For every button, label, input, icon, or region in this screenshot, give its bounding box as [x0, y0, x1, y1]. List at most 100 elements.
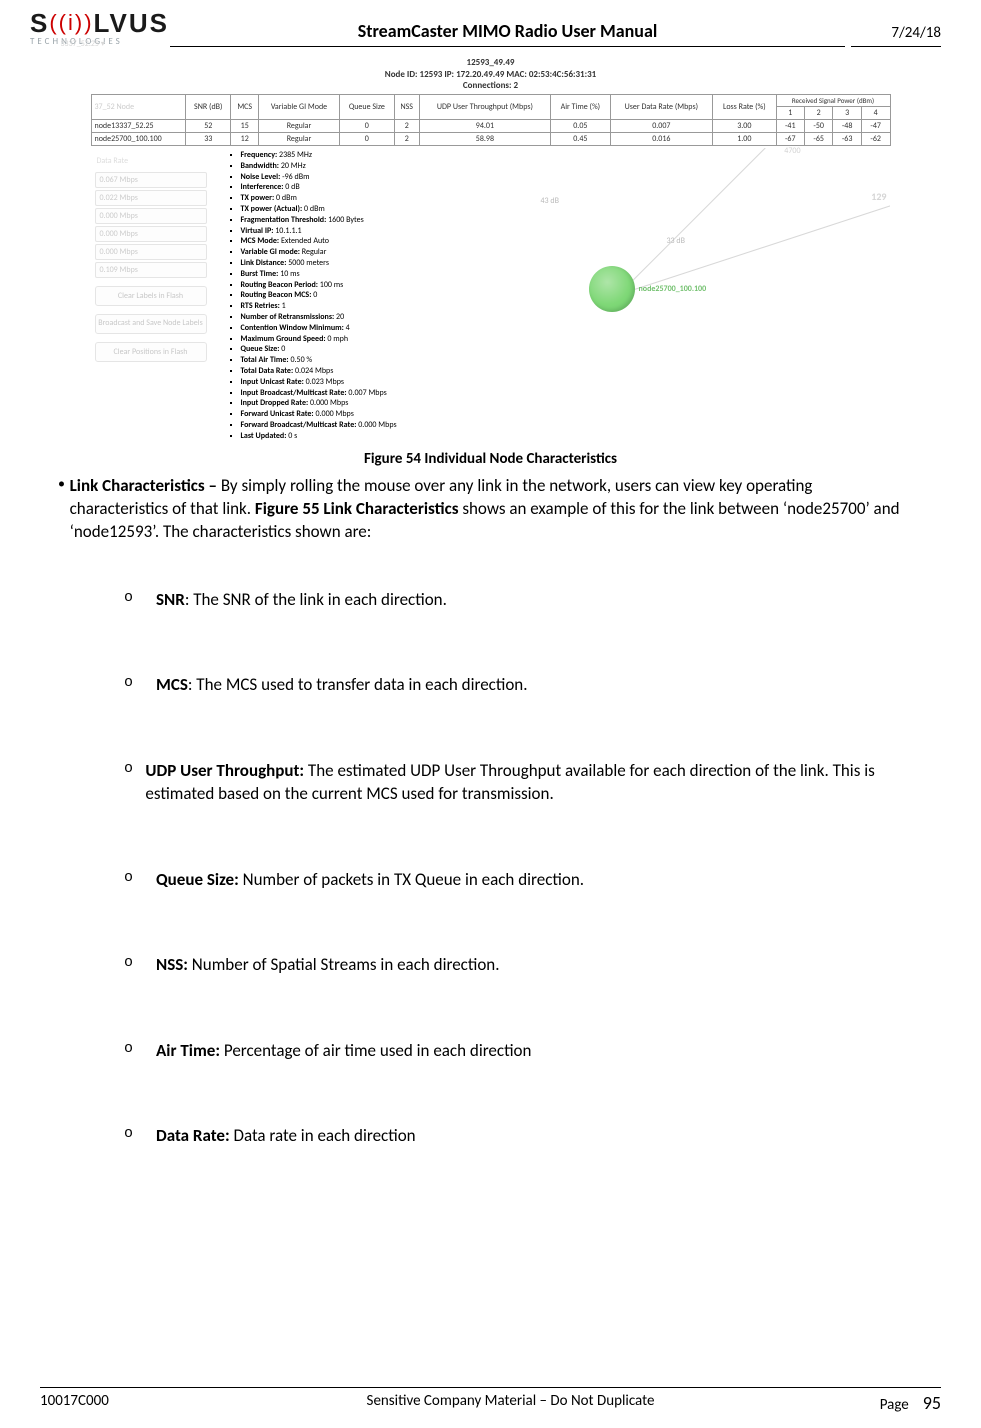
th-udp: UDP User Throughput (Mbps) — [419, 95, 550, 120]
stat-item: MCS Mode: Extended Auto — [241, 236, 447, 247]
main-bullet: • Link Characteristics – By simply rolli… — [56, 474, 909, 544]
sub-bullet-bold: Data Rate: — [156, 1125, 230, 1146]
sub-list: oSNR: The SNR of the link in each direct… — [56, 588, 909, 1148]
stat-val: 4 — [346, 323, 350, 333]
sub-bullet-bold: NSS: — [156, 954, 188, 975]
ghost-rate-row: 0.000 Mbps — [95, 226, 207, 242]
stat-item: Forward Broadcast/Multicast Rate: 0.000 … — [241, 420, 447, 431]
footer-page-num: 95 — [923, 1392, 941, 1414]
table-row: node25700_100.1003312Regular0258.980.450… — [91, 133, 890, 146]
header-title: StreamCaster MIMO Radio User Manual — [170, 20, 845, 47]
stat-item: TX power: 0 dBm — [241, 193, 447, 204]
stat-item: Input Broadcast/Multicast Rate: 0.007 Mb… — [241, 388, 447, 399]
stat-val: 0 dBm — [304, 204, 325, 214]
stat-key: Interference: — [241, 182, 286, 192]
stat-item: Last Updated: 0 s — [241, 431, 447, 442]
table-cell: 52 — [186, 120, 231, 133]
figure-caption: Figure 54 Individual Node Characteristic… — [91, 450, 891, 468]
th-rsp-2: 2 — [804, 107, 832, 120]
topology-top-right: 129 — [871, 190, 886, 203]
sub-bullet-text: NSS: Number of Spatial Streams in each d… — [156, 953, 500, 976]
ghost-rate-row: 0.000 Mbps — [95, 244, 207, 260]
table-row: node13337_52.255215Regular0294.010.050.0… — [91, 120, 890, 133]
stat-val: 0.023 Mbps — [306, 377, 344, 387]
stat-key: MCS Mode: — [241, 236, 281, 246]
table-cell: -63 — [833, 133, 861, 146]
stat-item: Queue Size: 0 — [241, 344, 447, 355]
stat-val: 100 ms — [320, 280, 344, 290]
stat-val: 5000 meters — [288, 258, 329, 268]
table-cell: 0 — [339, 133, 394, 146]
topology-db2: 33 dB — [667, 236, 685, 246]
topology-node-label: node25700_100.100 — [639, 284, 707, 294]
stat-item: Routing Beacon Period: 100 ms — [241, 280, 447, 291]
th-rsp: Received Signal Power (dBm) — [776, 95, 890, 107]
stat-val: 10 ms — [280, 269, 299, 279]
topology-topnum: 4700 — [784, 146, 800, 156]
table-cell: 58.98 — [419, 133, 550, 146]
table-cell: -48 — [833, 120, 861, 133]
stat-item: Variable GI mode: Regular — [241, 247, 447, 258]
left-heading: Data Rate — [95, 154, 207, 170]
ghost-btn-clear-pos: Clear Positions in Flash — [95, 342, 207, 362]
stat-val: Regular — [302, 247, 327, 257]
figure-left-panel: Data Rate 0.067 Mbps0.022 Mbps0.000 Mbps… — [91, 148, 211, 444]
footer-center: Sensitive Company Material – Do Not Dupl… — [200, 1392, 821, 1414]
ghost-btn-broadcast: Broadcast and Save Node Labels — [95, 314, 207, 334]
stat-key: Input Dropped Rate: — [241, 398, 311, 408]
table-cell: Regular — [259, 120, 340, 133]
stat-key: Total Data Rate: — [241, 366, 295, 376]
th-gi: Variable GI Mode — [259, 95, 340, 120]
stat-val: 0.007 Mbps — [348, 388, 386, 398]
topology-lines-icon — [451, 148, 891, 441]
stat-key: Routing Beacon MCS: — [241, 290, 314, 300]
table-cell: 0.016 — [610, 133, 713, 146]
sub-bullet: oMCS: The MCS used to transfer data in e… — [124, 673, 909, 696]
page-footer: 10017C000 Sensitive Company Material – D… — [0, 1387, 981, 1414]
stat-item: Virtual IP: 10.1.1.1 — [241, 226, 447, 237]
logo-wordmark: S((i))LVUS — [30, 10, 150, 36]
table-cell: 0 — [339, 120, 394, 133]
sub-bullet-text: Queue Size: Number of packets in TX Queu… — [156, 868, 584, 891]
stat-key: Burst Time: — [241, 269, 281, 279]
stat-val: 0.000 Mbps — [310, 398, 348, 408]
stat-val: 20 MHz — [281, 161, 306, 171]
ghost-rate-row: 0.000 Mbps — [95, 208, 207, 224]
sub-bullet: oNSS: Number of Spatial Streams in each … — [124, 953, 909, 976]
ghost-dropdown: 3337_52.25 ▾ — [61, 39, 105, 49]
th-node: 37_52 Node — [91, 95, 186, 120]
connections-table: 37_52 Node SNR (dB) MCS Variable GI Mode… — [91, 94, 891, 146]
figure-stats-panel: Frequency: 2385 MHzBandwidth: 20 MHzNois… — [211, 148, 451, 444]
th-rsp-4: 4 — [861, 107, 890, 120]
sub-bullet-rest: : The MCS used to transfer data in each … — [188, 674, 528, 695]
table-cell: -41 — [776, 120, 804, 133]
stat-item: Contention Window Minimum: 4 — [241, 323, 447, 334]
fig-node-line: Node ID: 12593 IP: 172.20.49.49 MAC: 02:… — [91, 69, 891, 81]
stat-item: Total Data Rate: 0.024 Mbps — [241, 366, 447, 377]
ghost-rate-row: 0.022 Mbps — [95, 190, 207, 206]
table-cell: 12 — [231, 133, 259, 146]
stat-key: Link Distance: — [241, 258, 289, 268]
stat-key: Total Air Time: — [241, 355, 291, 365]
th-udr: User Data Rate (Mbps) — [610, 95, 713, 120]
sub-bullet-bold: Queue Size: — [156, 869, 239, 890]
stat-val: 0.50 % — [290, 355, 312, 365]
topology-node-icon — [589, 266, 635, 312]
table-cell: 94.01 — [419, 120, 550, 133]
stat-item: Noise Level: -96 dBm — [241, 172, 447, 183]
sub-bullet-rest: Number of Spatial Streams in each direct… — [188, 954, 500, 975]
stat-val: 0.000 Mbps — [315, 409, 353, 419]
stats-list: Frequency: 2385 MHzBandwidth: 20 MHzNois… — [229, 150, 447, 442]
sub-bullet-text: Air Time: Percentage of air time used in… — [156, 1039, 531, 1062]
stat-key: TX power: — [241, 193, 277, 203]
stat-key: RTS Retries: — [241, 301, 282, 311]
stat-key: Forward Broadcast/Multicast Rate: — [241, 420, 359, 430]
sub-bullet: oQueue Size: Number of packets in TX Que… — [124, 868, 909, 891]
stat-val: 0 — [281, 344, 285, 354]
sub-bullet-marker-icon: o — [124, 868, 156, 891]
page: S((i))LVUS TECHNOLOGIES StreamCaster MIM… — [0, 0, 981, 1428]
sub-bullet-bold: UDP User Throughput: — [145, 760, 304, 781]
sub-bullet-marker-icon: o — [124, 1124, 156, 1147]
stat-val: 0 s — [288, 431, 297, 441]
stat-item: Frequency: 2385 MHz — [241, 150, 447, 161]
